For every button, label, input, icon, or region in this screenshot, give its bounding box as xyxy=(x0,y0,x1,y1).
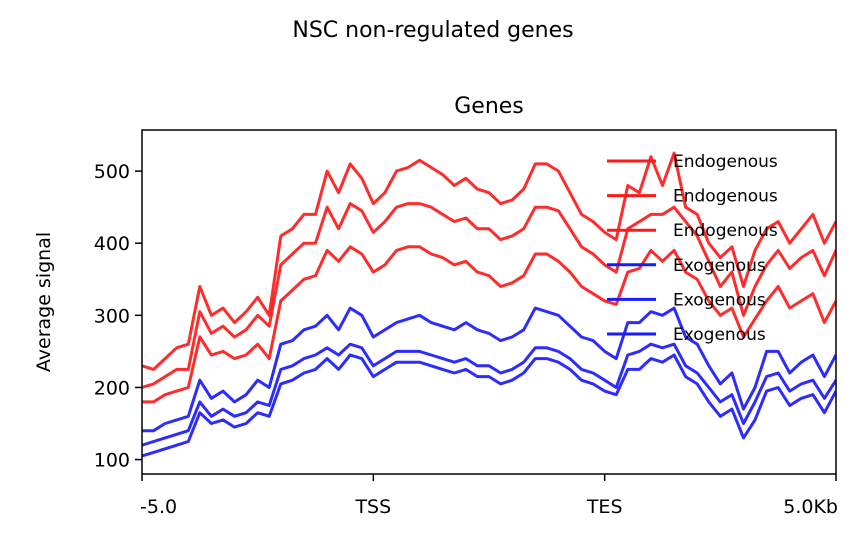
legend-label: Exogenous xyxy=(673,325,766,345)
plot-frame xyxy=(141,129,837,475)
x-axis: -5.0 TSS TES 5.0Kb xyxy=(140,474,838,518)
y-tick-label: 100 xyxy=(94,450,130,472)
x-tick-label: TSS xyxy=(354,496,391,518)
series-layer xyxy=(142,151,836,458)
chart-suptitle: NSC non-regulated genes xyxy=(292,18,573,43)
series-line-1 xyxy=(142,151,836,371)
y-axis-label: Average signal xyxy=(33,232,55,372)
legend-label: Endogenous xyxy=(673,152,778,172)
series-line-2 xyxy=(142,202,836,389)
y-tick-label: 200 xyxy=(94,377,130,399)
legend: Endogenous Endogenous Endogenous Exogenous E… xyxy=(607,152,778,345)
series-line-5 xyxy=(142,342,836,447)
y-tick-label: 400 xyxy=(94,233,130,255)
legend-label: Endogenous xyxy=(673,221,778,241)
series-line-6 xyxy=(142,353,836,458)
series-line-3 xyxy=(142,245,836,404)
legend-label: Exogenous xyxy=(673,290,766,310)
y-axis: 100 200 300 400 500 xyxy=(94,161,142,472)
legend-label: Endogenous xyxy=(673,187,778,207)
x-tick-label: TES xyxy=(586,496,623,518)
y-tick-label: 300 xyxy=(94,305,130,327)
series-line-4 xyxy=(142,306,836,433)
x-tick-label: 5.0Kb xyxy=(783,496,838,518)
chart-title: Genes xyxy=(454,94,524,119)
y-tick-label: 500 xyxy=(94,161,130,183)
x-tick-label: -5.0 xyxy=(140,496,177,518)
legend-label: Exogenous xyxy=(673,256,766,276)
